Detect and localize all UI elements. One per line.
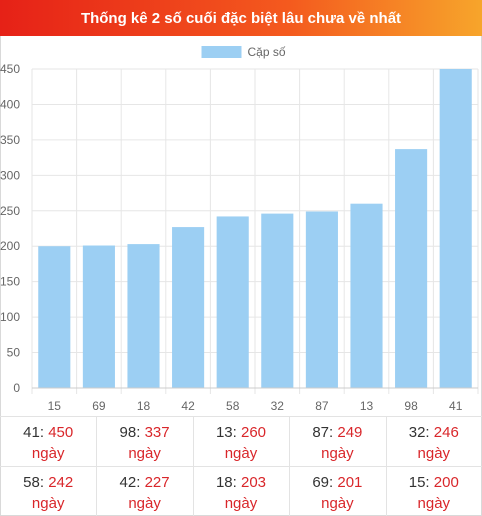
bar <box>38 246 71 388</box>
stat-line: 87: 249 <box>289 424 385 441</box>
stat-number: 32: <box>408 424 434 441</box>
stat-cell: 42: 227 ngày <box>96 466 192 516</box>
stat-days: 246 <box>433 424 459 441</box>
stat-number: 41: <box>23 424 49 441</box>
stat-number: 18: <box>215 474 241 491</box>
stat-number: 15: <box>408 474 434 491</box>
bar <box>350 203 383 388</box>
stat-days: 337 <box>144 424 170 441</box>
stat-cell: 87: 249 ngày <box>289 416 385 466</box>
stat-unit: ngày <box>417 495 451 512</box>
legend-swatch <box>201 46 242 58</box>
y-tick-label: 400 <box>0 97 20 111</box>
stat-cell: 69: 201 ngày <box>289 466 385 516</box>
bar <box>439 69 472 388</box>
stat-line: 41: 450 <box>0 424 96 441</box>
bar <box>82 245 115 388</box>
chart-header: Thống kê 2 số cuối đặc biệt lâu chưa về … <box>0 0 482 36</box>
stat-days: 242 <box>48 474 74 491</box>
stat-cell: 41: 450 ngày <box>0 416 96 466</box>
x-tick-label: 42 <box>181 399 195 413</box>
stat-number: 13: <box>215 424 241 441</box>
bar <box>305 211 338 388</box>
x-tick-label: 18 <box>137 399 151 413</box>
stat-line: 15: 200 <box>386 474 482 491</box>
chart-title: Thống kê 2 số cuối đặc biệt lâu chưa về … <box>80 9 402 27</box>
y-tick-label: 350 <box>0 133 20 147</box>
bar <box>172 227 205 388</box>
stat-unit: ngày <box>31 495 65 512</box>
y-tick-label: 450 <box>0 62 20 76</box>
bar-chart: Cặp số 0 50 100 150 200 250 300 350 400 450 15 69 18 4… <box>0 45 479 413</box>
stat-number: 42: <box>119 474 145 491</box>
stat-days: 200 <box>433 474 459 491</box>
x-tick-label: 98 <box>404 399 418 413</box>
stat-line: 18: 203 <box>193 474 289 491</box>
stat-unit: ngày <box>224 445 258 462</box>
stat-line: 13: 260 <box>193 424 289 441</box>
x-tick-label: 15 <box>48 399 62 413</box>
stat-line: 98: 337 <box>96 424 192 441</box>
stat-days: 249 <box>337 424 363 441</box>
stat-number: 98: <box>119 424 145 441</box>
y-tick-label: 300 <box>0 168 20 182</box>
bar <box>127 244 160 388</box>
stat-line: 32: 246 <box>386 424 482 441</box>
x-tick-label: 87 <box>315 399 329 413</box>
stat-line: 69: 201 <box>289 474 385 491</box>
stat-unit: ngày <box>128 445 161 462</box>
y-tick-label: 250 <box>0 204 20 218</box>
y-tick-label: 100 <box>0 310 20 324</box>
x-tick-label: 13 <box>360 399 374 413</box>
y-tick-label: 200 <box>0 239 20 253</box>
stat-days: 260 <box>240 424 267 441</box>
stat-unit: ngày <box>128 495 161 512</box>
legend-label: Cặp số <box>248 45 286 59</box>
stat-days: 201 <box>337 474 363 491</box>
grid-divider <box>0 416 482 417</box>
x-tick-label: 58 <box>226 399 240 413</box>
stat-unit: ngày <box>321 495 354 512</box>
grid-divider <box>0 466 482 467</box>
x-tick-label: 69 <box>92 399 106 413</box>
stat-cell: 98: 337 ngày <box>96 416 192 466</box>
stat-cell: 58: 242 ngày <box>0 466 96 516</box>
stat-cell: 32: 246 ngày <box>386 416 482 466</box>
y-tick-label: 50 <box>7 346 21 360</box>
x-tick-label: 41 <box>449 399 463 413</box>
stat-number: 69: <box>312 474 338 491</box>
stat-cell: 18: 203 ngày <box>193 466 289 516</box>
stat-unit: ngày <box>417 445 451 462</box>
y-tick-label: 150 <box>0 275 20 289</box>
stats-grid: 41: 450 ngày 98: 337 ngày 13: 260 ngày 87: 249… <box>0 416 482 516</box>
stat-unit: ngày <box>224 495 258 512</box>
bar <box>216 216 249 388</box>
stat-number: 58: <box>23 474 49 491</box>
stat-unit: ngày <box>321 445 354 462</box>
stat-days: 450 <box>48 424 74 441</box>
bar <box>261 213 294 388</box>
stat-unit: ngày <box>31 445 65 462</box>
x-tick-label: 32 <box>271 399 285 413</box>
stat-line: 42: 227 <box>96 474 192 491</box>
stat-days: 203 <box>240 474 267 491</box>
stat-days: 227 <box>144 474 170 491</box>
y-tick-label: 0 <box>13 381 20 395</box>
stat-line: 58: 242 <box>0 474 96 491</box>
stat-cell: 15: 200 ngày <box>386 466 482 516</box>
stat-number: 87: <box>312 424 338 441</box>
bar <box>395 149 428 388</box>
stat-cell: 13: 260 ngày <box>193 416 289 466</box>
